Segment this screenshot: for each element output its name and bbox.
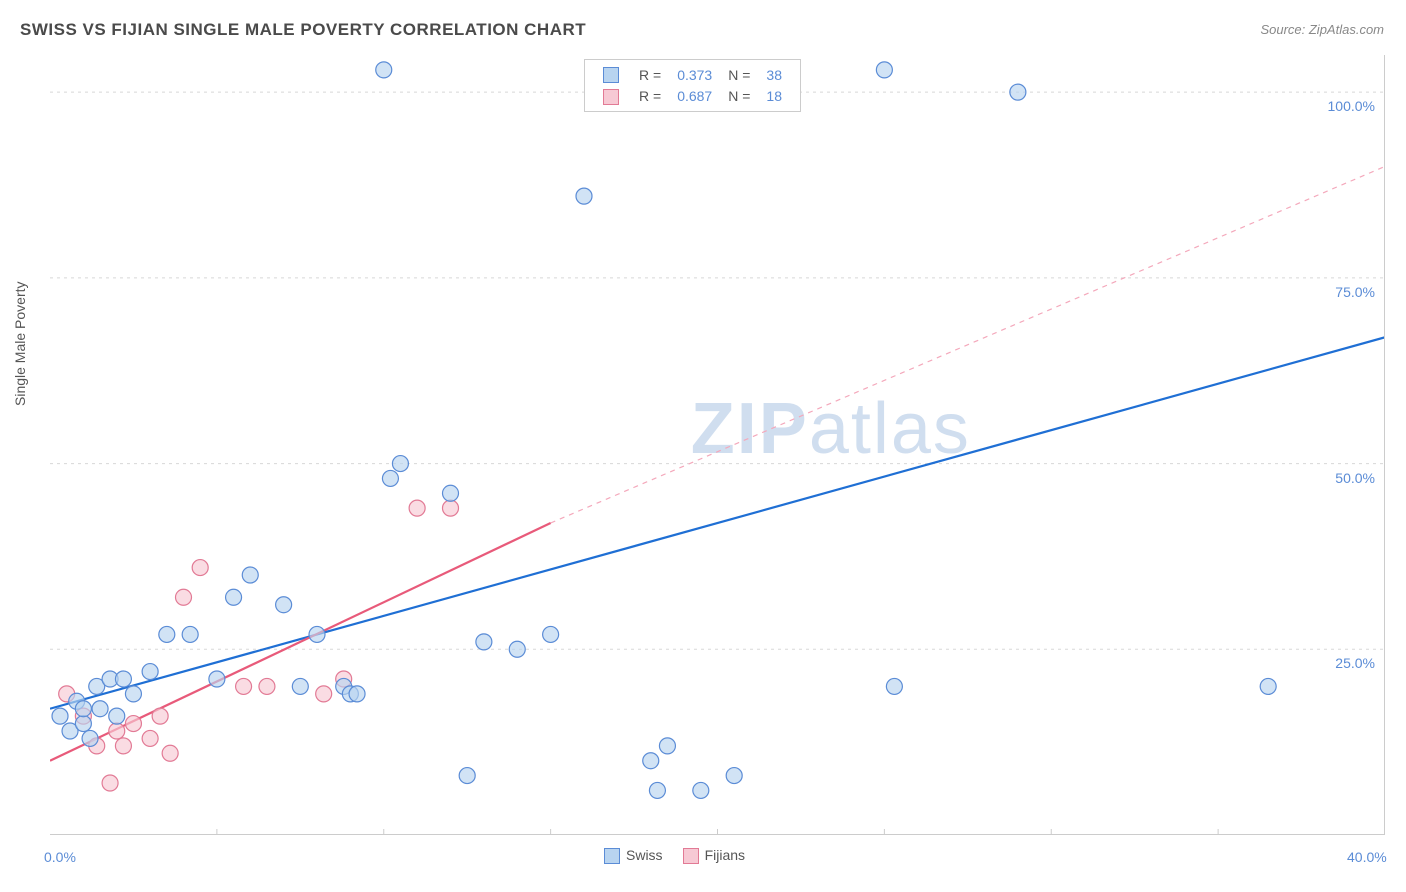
y-tick-label: 50.0% [1335,470,1375,486]
swiss-point [1010,84,1026,100]
n-value: 18 [758,85,790,106]
swiss-point [382,470,398,486]
fijian-point [176,589,192,605]
fijian-point [102,775,118,791]
swiss-point [276,597,292,613]
swiss-point [109,708,125,724]
swiss-point [92,701,108,717]
correlation-legend: R =0.373N =38 R =0.687N =18 [584,59,801,112]
swiss-point [443,485,459,501]
swiss-point [82,730,98,746]
legend-swatch-swiss-icon [603,67,619,83]
y-tick-label: 100.0% [1328,98,1375,114]
r-label: R = [631,64,669,85]
swiss-point [52,708,68,724]
series-legend: Swiss Fijians [584,847,745,864]
fijian-point [443,500,459,516]
y-tick-label: 75.0% [1335,284,1375,300]
legend-swatch-fijian-icon [683,848,699,864]
legend-swatch-swiss-icon [604,848,620,864]
r-value: 0.687 [669,85,720,106]
fijian-point [162,745,178,761]
swiss-point [309,626,325,642]
swiss-point [876,62,892,78]
r-value: 0.373 [669,64,720,85]
r-label: R = [631,85,669,106]
swiss-point [459,768,475,784]
chart-title: SWISS VS FIJIAN SINGLE MALE POVERTY CORR… [20,20,586,40]
swiss-point [649,782,665,798]
swiss-point [75,716,91,732]
fijian-point [142,730,158,746]
swiss-point [182,626,198,642]
fijian-point [125,716,141,732]
swiss-point [392,456,408,472]
swiss-point [142,664,158,680]
swiss-point [509,641,525,657]
fijian-regression-extrapolation [551,166,1385,523]
swiss-point [226,589,242,605]
fijian-point [192,560,208,576]
n-label: N = [720,85,758,106]
swiss-point [376,62,392,78]
watermark: ZIPatlas [691,389,971,469]
fijian-point [316,686,332,702]
fijian-point [259,678,275,694]
swiss-point [1260,678,1276,694]
swiss-point [576,188,592,204]
swiss-point [726,768,742,784]
y-axis-label: Single Male Poverty [12,281,28,406]
legend-label-swiss: Swiss [626,847,663,863]
swiss-point [115,671,131,687]
fijian-point [236,678,252,694]
legend-swatch-fijian-icon [603,89,619,105]
x-tick-label: 40.0% [1347,849,1387,865]
swiss-point [693,782,709,798]
swiss-point [349,686,365,702]
swiss-point [125,686,141,702]
swiss-point [659,738,675,754]
x-tick-label: 0.0% [44,849,76,865]
fijian-point [409,500,425,516]
fijian-point [152,708,168,724]
n-label: N = [720,64,758,85]
swiss-point [159,626,175,642]
swiss-point [242,567,258,583]
legend-label-fijian: Fijians [705,847,745,863]
swiss-point [75,701,91,717]
fijian-point [109,723,125,739]
swiss-point [886,678,902,694]
chart-container: SWISS VS FIJIAN SINGLE MALE POVERTY CORR… [0,0,1406,892]
swiss-point [543,626,559,642]
fijian-point [115,738,131,754]
swiss-point [209,671,225,687]
swiss-point [476,634,492,650]
source-label: Source: ZipAtlas.com [1260,22,1384,37]
scatter-plot: ZIPatlas [50,55,1385,835]
y-tick-label: 25.0% [1335,655,1375,671]
swiss-point [292,678,308,694]
swiss-point [643,753,659,769]
n-value: 38 [758,64,790,85]
